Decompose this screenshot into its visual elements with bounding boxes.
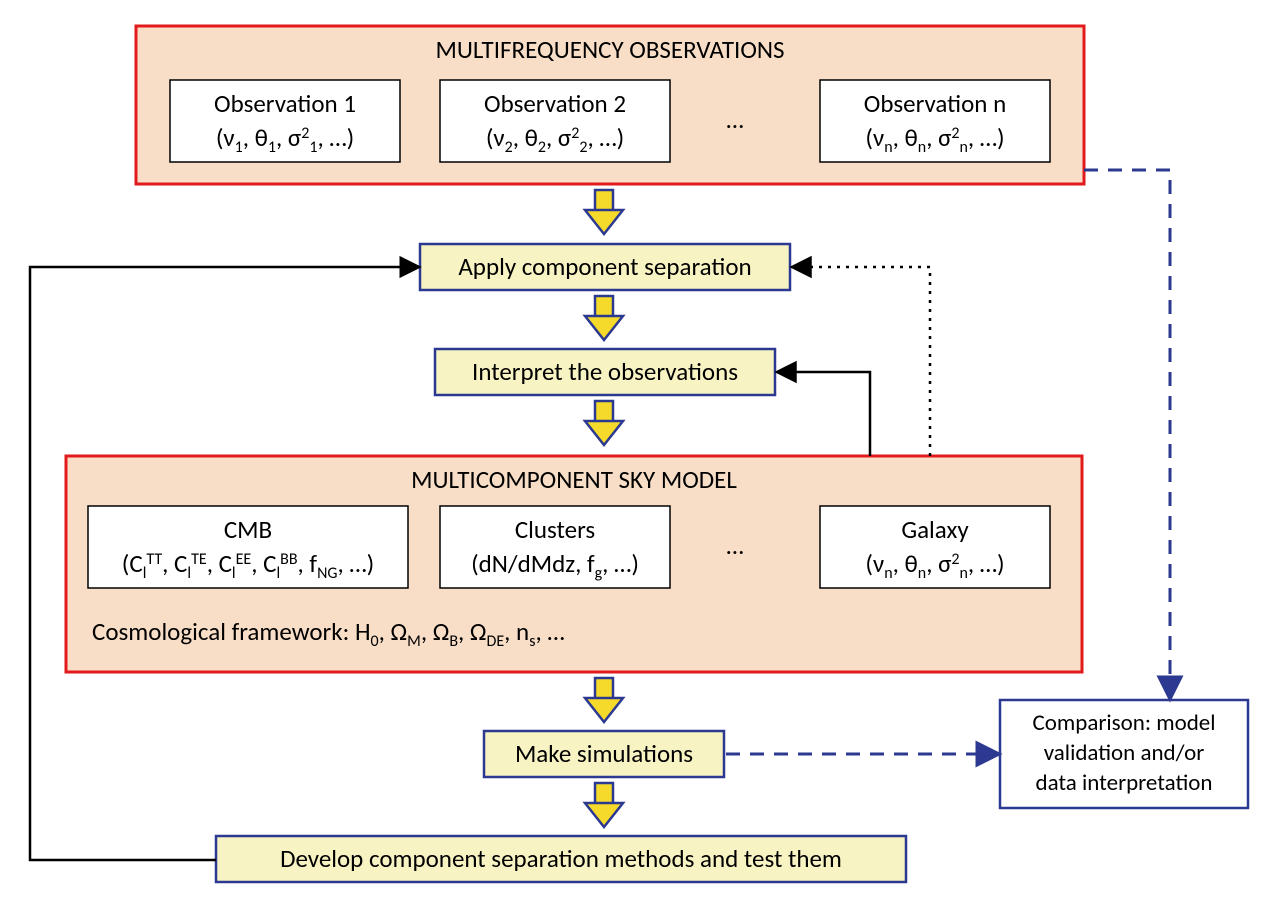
- comparison-line3: data interpretation: [1036, 769, 1213, 797]
- multicomponent-title: MULTICOMPONENT SKY MODEL: [411, 464, 737, 495]
- dashed-connector-observations-to-comparison: [1084, 170, 1170, 698]
- multicomponent-sky-model-panel: MULTICOMPONENT SKY MODEL CMB (ClTT, ClTE…: [66, 456, 1082, 672]
- interpret-observations-box: Interpret the observations: [435, 349, 775, 395]
- multifrequency-title: MULTIFREQUENCY OBSERVATIONS: [435, 34, 784, 65]
- galaxy-box: Galaxy (νn, θn, σ2n, …): [820, 506, 1050, 588]
- observation-2-box: Observation 2 (ν2, θ2, σ22, …): [440, 80, 670, 162]
- arrow-down-icon: [585, 678, 623, 722]
- flowchart-diagram: MULTIFREQUENCY OBSERVATIONS Observation …: [0, 0, 1276, 913]
- cmb-box: CMB (ClTT, ClTE, ClEE, ClBB, fNG, …): [88, 506, 408, 588]
- skymodel-ellipsis: …: [726, 530, 743, 561]
- apply-label: Apply component separation: [458, 251, 751, 282]
- observations-ellipsis: …: [726, 104, 743, 135]
- observation-n-box: Observation n (νn, θn, σ2n, …): [820, 80, 1050, 162]
- develop-label: Develop component separation methods and…: [280, 843, 842, 874]
- dotted-connector-skymodel-to-apply: [793, 267, 930, 456]
- clusters-params: (dN/dMdz, fg, …): [471, 548, 639, 583]
- apply-component-separation-box: Apply component separation: [420, 244, 790, 290]
- interpret-label: Interpret the observations: [472, 356, 738, 387]
- simulate-label: Make simulations: [515, 738, 693, 769]
- comparison-line1: Comparison: model: [1032, 709, 1215, 737]
- develop-methods-box: Develop component separation methods and…: [216, 836, 906, 882]
- observation-1-box: Observation 1 (ν1, θ1, σ21, …): [170, 80, 400, 162]
- arrow-down-icon: [585, 401, 623, 445]
- galaxy-label: Galaxy: [901, 514, 969, 545]
- make-simulations-box: Make simulations: [484, 731, 724, 777]
- observation-n-label: Observation n: [864, 88, 1006, 119]
- multifrequency-observations-panel: MULTIFREQUENCY OBSERVATIONS Observation …: [136, 26, 1084, 184]
- comparison-box: Comparison: model validation and/or data…: [1000, 700, 1248, 808]
- arrow-down-icon: [585, 296, 623, 340]
- observation-1-label: Observation 1: [214, 88, 356, 119]
- cmb-label: CMB: [224, 514, 272, 545]
- arrow-down-icon: [585, 783, 623, 827]
- observation-2-label: Observation 2: [484, 88, 626, 119]
- solid-connector-skymodel-to-interpret: [778, 372, 870, 456]
- comparison-line2: validation and/or: [1044, 739, 1205, 767]
- clusters-box: Clusters (dN/dMdz, fg, …): [440, 506, 670, 588]
- arrow-down-icon: [585, 190, 623, 234]
- clusters-label: Clusters: [515, 514, 595, 545]
